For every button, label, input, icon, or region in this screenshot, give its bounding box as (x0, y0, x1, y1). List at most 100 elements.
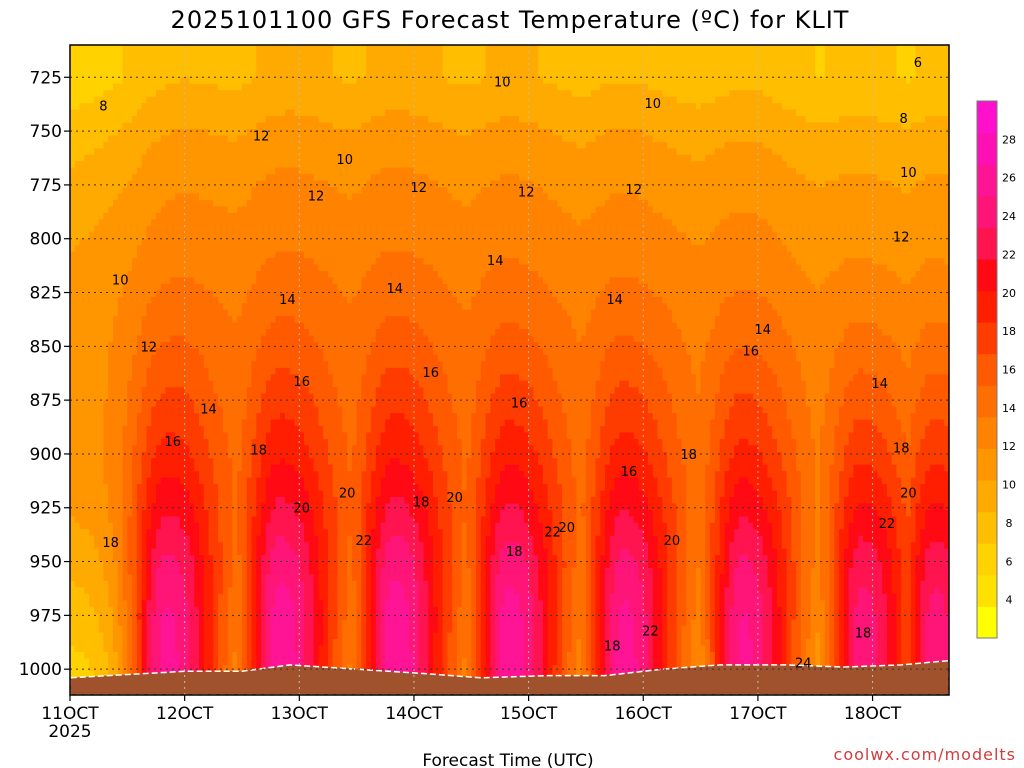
field-cell (141, 503, 148, 511)
field-cell (141, 264, 148, 272)
field-cell (170, 438, 176, 446)
field-cell (251, 206, 257, 214)
field-cell (280, 380, 286, 388)
field-cell (280, 374, 286, 382)
field-cell (84, 199, 90, 208)
field-cell (275, 639, 281, 647)
field-cell (117, 103, 124, 111)
field-cell (222, 561, 229, 569)
field-cell (184, 212, 191, 220)
field-cell (141, 600, 148, 608)
field-cell (103, 432, 109, 440)
field-cell (241, 64, 248, 72)
field-cell (155, 484, 162, 492)
field-cell (261, 45, 267, 53)
field-cell (155, 413, 162, 421)
field-cell (299, 561, 305, 569)
field-cell (103, 354, 109, 362)
field-cell (70, 438, 76, 446)
field-cell (256, 258, 262, 266)
field-cell (146, 154, 152, 162)
field-cell (198, 245, 205, 253)
field-cell (203, 529, 210, 537)
field-cell (208, 529, 214, 537)
field-cell (294, 606, 300, 614)
field-cell (299, 658, 305, 666)
field-cell (179, 419, 186, 427)
field-cell (265, 219, 272, 227)
field-cell (218, 83, 224, 91)
field-cell (160, 555, 167, 563)
field-cell (108, 83, 114, 91)
field-cell (132, 199, 138, 208)
field-cell (304, 277, 310, 285)
field-cell (141, 658, 148, 666)
field-cell (270, 251, 277, 259)
field-cell (189, 568, 195, 576)
field-cell (275, 316, 281, 324)
field-cell (112, 270, 119, 279)
field-cell (170, 309, 176, 317)
field-cell (98, 270, 105, 279)
field-cell (194, 348, 200, 356)
field-cell (246, 77, 253, 85)
field-cell (208, 283, 214, 291)
field-cell (103, 568, 109, 576)
field-cell (299, 174, 305, 182)
field-cell (213, 193, 219, 201)
field-cell (132, 193, 138, 201)
field-cell (170, 193, 176, 201)
field-cell (294, 45, 300, 53)
field-cell (222, 167, 229, 175)
field-cell (246, 600, 253, 608)
field-cell (218, 212, 224, 220)
field-cell (213, 406, 219, 414)
field-cell (265, 568, 272, 576)
field-cell (98, 193, 105, 201)
field-cell (241, 77, 248, 85)
field-cell (89, 606, 95, 614)
field-cell (232, 180, 238, 188)
field-cell (213, 225, 219, 233)
field-cell (79, 529, 85, 537)
field-cell (155, 574, 162, 582)
field-cell (117, 432, 124, 440)
field-cell (112, 503, 119, 511)
field-cell (179, 238, 186, 246)
field-cell (112, 199, 119, 208)
field-cell (132, 522, 138, 530)
field-cell (155, 490, 162, 498)
field-cell (251, 529, 257, 537)
field-cell (179, 574, 186, 582)
field-cell (146, 664, 152, 672)
field-cell (146, 193, 152, 201)
field-cell (218, 232, 224, 240)
field-cell (70, 141, 76, 149)
field-cell (141, 477, 148, 485)
field-cell (203, 367, 210, 375)
field-cell (122, 83, 128, 91)
field-cell (299, 57, 305, 65)
field-cell (251, 225, 257, 233)
field-cell (227, 219, 234, 227)
field-cell (89, 187, 95, 195)
field-cell (218, 413, 224, 421)
field-cell (208, 477, 214, 485)
field-cell (179, 348, 186, 356)
field-cell (170, 361, 176, 369)
field-cell (117, 587, 124, 595)
field-cell (284, 438, 291, 446)
field-cell (165, 270, 171, 279)
field-cell (241, 167, 248, 175)
field-cell (175, 167, 181, 175)
field-cell (194, 542, 200, 550)
field-cell (189, 329, 195, 337)
field-cell (70, 406, 76, 414)
field-cell (155, 342, 162, 350)
field-cell (280, 503, 286, 511)
field-cell (141, 529, 148, 537)
field-cell (237, 419, 243, 427)
field-cell (170, 109, 176, 117)
field-cell (108, 57, 114, 65)
field-cell (146, 574, 152, 582)
